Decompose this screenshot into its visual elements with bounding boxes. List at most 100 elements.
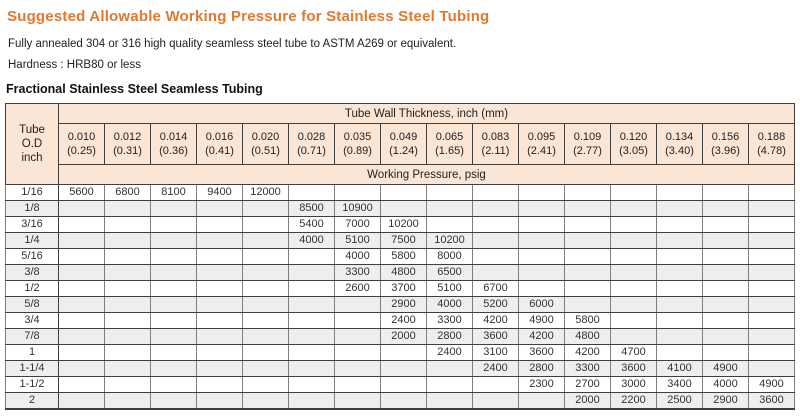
pressure-cell bbox=[656, 248, 703, 265]
pressure-cell bbox=[656, 312, 703, 329]
pressure-cell bbox=[58, 392, 105, 410]
pressure-cell bbox=[242, 216, 289, 233]
pressure-cell bbox=[196, 232, 243, 249]
pressure-cell bbox=[196, 200, 243, 217]
pressure-cell bbox=[610, 312, 657, 329]
pressure-cell bbox=[104, 296, 151, 313]
pressure-cell bbox=[150, 328, 197, 345]
pressure-cell bbox=[564, 232, 611, 249]
pressure-cell: 2400 bbox=[426, 344, 473, 361]
pressure-cell bbox=[334, 392, 381, 410]
pressure-cell bbox=[748, 280, 795, 297]
pressure-cell: 5100 bbox=[426, 280, 473, 297]
pressure-cell bbox=[288, 280, 335, 297]
pressure-cell: 8100 bbox=[150, 184, 197, 201]
pressure-cell bbox=[426, 392, 473, 410]
pressure-cell bbox=[104, 216, 151, 233]
pressure-cell: 7500 bbox=[380, 232, 427, 249]
pressure-cell bbox=[104, 376, 151, 393]
pressure-cell: 5400 bbox=[288, 216, 335, 233]
pressure-cell bbox=[104, 200, 151, 217]
pressure-cell bbox=[288, 248, 335, 265]
pressure-cell bbox=[150, 264, 197, 281]
pressure-cell bbox=[518, 200, 565, 217]
pressure-cell bbox=[242, 200, 289, 217]
pressure-cell: 2800 bbox=[426, 328, 473, 345]
pressure-cell bbox=[610, 248, 657, 265]
table-row: 3/8 3300 4800 6500 bbox=[5, 264, 795, 281]
pressure-cell bbox=[472, 248, 519, 265]
thickness-band-header: Tube Wall Thickness, inch (mm) bbox=[58, 103, 795, 124]
table-row: 1-1/2 2300 2700 3000 3400 4000 4900 bbox=[5, 376, 795, 393]
pressure-cell bbox=[196, 344, 243, 361]
pressure-cell: 4200 bbox=[518, 328, 565, 345]
pressure-cell: 8500 bbox=[288, 200, 335, 217]
pressure-cell bbox=[518, 280, 565, 297]
table-row: 1/8 8500 10900 bbox=[5, 200, 795, 217]
pressure-cell bbox=[656, 344, 703, 361]
pressure-cell bbox=[748, 200, 795, 217]
pressure-cell bbox=[150, 296, 197, 313]
pressure-cell bbox=[610, 200, 657, 217]
pressure-cell: 4700 bbox=[610, 344, 657, 361]
pressure-cell bbox=[656, 184, 703, 201]
pressure-cell bbox=[196, 376, 243, 393]
pressure-cell: 5100 bbox=[334, 232, 381, 249]
header-row-thickness-values: 0.010 (0.25) 0.012 (0.31) 0.014 (0.36) 0.016 (0… bbox=[6, 123, 795, 165]
table-row: 1/2 2600 3700 5100 6700 bbox=[5, 280, 795, 297]
pressure-cell: 3600 bbox=[518, 344, 565, 361]
pressure-cell bbox=[472, 232, 519, 249]
pressure-cell bbox=[58, 216, 105, 233]
pressure-cell bbox=[150, 200, 197, 217]
pressure-cell: 4200 bbox=[472, 312, 519, 329]
pressure-cell bbox=[58, 296, 105, 313]
pressure-cell bbox=[748, 312, 795, 329]
pressure-cell bbox=[242, 248, 289, 265]
pressure-cell bbox=[58, 200, 105, 217]
pressure-cell: 10200 bbox=[380, 216, 427, 233]
pressure-cell: 4000 bbox=[288, 232, 335, 249]
thickness-col-header: 0.095 (2.41) bbox=[518, 123, 565, 165]
pressure-cell bbox=[564, 264, 611, 281]
section-title: Fractional Stainless Steel Seamless Tubi… bbox=[6, 82, 263, 96]
table-row: 3/16 5400 7000 10200 bbox=[5, 216, 795, 233]
pressure-cell bbox=[702, 296, 749, 313]
pressure-cell bbox=[518, 264, 565, 281]
pressure-cell bbox=[288, 360, 335, 377]
pressure-cell bbox=[242, 264, 289, 281]
pressure-cell bbox=[58, 376, 105, 393]
pressure-cell bbox=[58, 248, 105, 265]
pressure-cell bbox=[196, 360, 243, 377]
pressure-cell bbox=[380, 200, 427, 217]
pressure-band-header: Working Pressure, psig bbox=[58, 164, 795, 185]
pressure-cell bbox=[196, 280, 243, 297]
od-cell: 3/4 bbox=[5, 312, 59, 329]
thickness-col-header: 0.049 (1.24) bbox=[380, 123, 427, 165]
pressure-cell bbox=[656, 280, 703, 297]
od-cell: 2 bbox=[5, 392, 59, 410]
pressure-cell bbox=[748, 360, 795, 377]
pressure-cell bbox=[58, 328, 105, 345]
pressure-cell bbox=[104, 392, 151, 410]
pressure-cell: 4800 bbox=[564, 328, 611, 345]
pressure-cell bbox=[518, 184, 565, 201]
pressure-cell: 4200 bbox=[564, 344, 611, 361]
pressure-cell bbox=[702, 216, 749, 233]
table-row: 1-1/4 2400 2800 3300 3600 4100 4900 bbox=[5, 360, 795, 377]
od-cell: 7/8 bbox=[5, 328, 59, 345]
pressure-cell: 6500 bbox=[426, 264, 473, 281]
pressure-cell bbox=[380, 344, 427, 361]
thickness-col-header: 0.109 (2.77) bbox=[564, 123, 611, 165]
pressure-cell bbox=[610, 328, 657, 345]
pressure-cell: 4000 bbox=[702, 376, 749, 393]
pressure-cell: 3300 bbox=[334, 264, 381, 281]
pressure-cell bbox=[748, 264, 795, 281]
pressure-cell bbox=[748, 216, 795, 233]
pressure-cell bbox=[380, 360, 427, 377]
pressure-cell bbox=[334, 376, 381, 393]
pressure-cell: 5800 bbox=[564, 312, 611, 329]
pressure-cell bbox=[702, 328, 749, 345]
pressure-cell bbox=[564, 280, 611, 297]
pressure-cell bbox=[150, 280, 197, 297]
thickness-col-header: 0.156 (3.96) bbox=[702, 123, 749, 165]
